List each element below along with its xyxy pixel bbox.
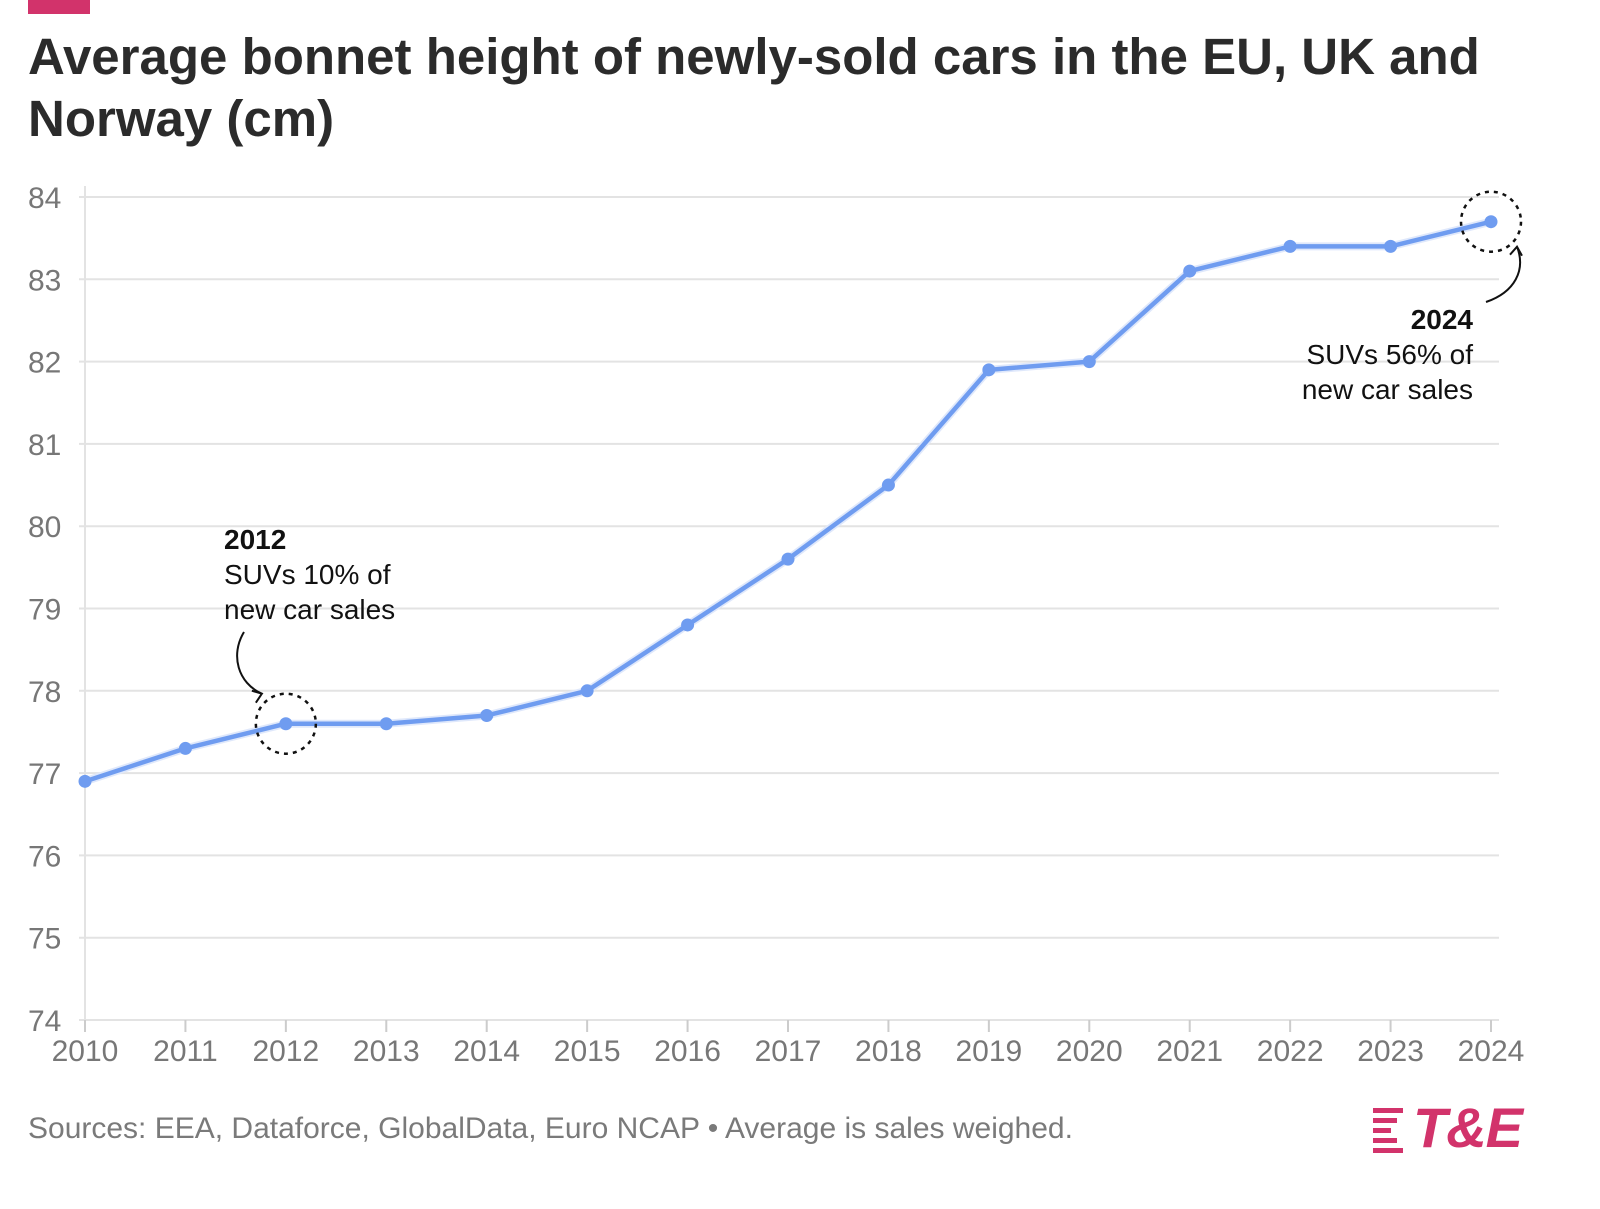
- x-tick-label: 2016: [654, 1035, 721, 1068]
- y-tick-label: 78: [28, 676, 61, 709]
- data-point-2010: [78, 774, 92, 788]
- y-tick-label: 81: [28, 429, 61, 462]
- data-point-2017: [781, 552, 795, 566]
- annotation-arrowhead-2012: [251, 689, 264, 704]
- y-tick-label: 79: [28, 594, 61, 627]
- annotation-line-2012: SUVs 10% of: [224, 559, 391, 590]
- highlight-circle-2024: [1459, 190, 1523, 253]
- data-point-2016: [681, 618, 695, 632]
- te-logo: T&E: [1373, 1098, 1553, 1158]
- x-tick-label: 2024: [1458, 1035, 1525, 1068]
- x-tick-label: 2012: [252, 1035, 319, 1068]
- x-tick-label: 2019: [955, 1035, 1022, 1068]
- y-tick-label: 84: [28, 182, 61, 215]
- y-tick-label: 77: [28, 758, 61, 791]
- y-tick-label: 75: [28, 923, 61, 956]
- y-tick-label: 83: [28, 264, 61, 297]
- series-line-halo: [83, 217, 1492, 786]
- accent-bar: [28, 0, 90, 14]
- data-point-2022: [1283, 239, 1297, 253]
- y-tick-label: 76: [28, 840, 61, 873]
- x-tick-label: 2020: [1056, 1035, 1123, 1068]
- data-point-2019: [982, 363, 996, 377]
- x-tick-label: 2011: [153, 1035, 218, 1068]
- series-line: [82, 219, 1494, 784]
- annotation-heading-2024: 2024: [1411, 304, 1474, 335]
- x-tick-label: 2015: [554, 1035, 621, 1068]
- annotation-arrowhead-2024: [1509, 244, 1523, 257]
- annotation-heading-2012: 2012: [224, 524, 286, 555]
- data-point-2014: [480, 708, 494, 722]
- y-tick-label: 80: [28, 511, 61, 544]
- annotation-arrow-2024: [1485, 246, 1522, 303]
- x-tick-label: 2010: [52, 1035, 119, 1068]
- highlight-circle-2012: [254, 692, 318, 755]
- x-tick-label: 2022: [1257, 1035, 1324, 1068]
- data-point-2018: [881, 478, 895, 492]
- source-note: Sources: EEA, Dataforce, GlobalData, Eur…: [28, 1112, 1073, 1145]
- annotation-arrow-2012: [236, 631, 263, 695]
- x-tick-label: 2023: [1357, 1035, 1424, 1068]
- data-point-2021: [1183, 264, 1197, 278]
- x-tick-label: 2018: [855, 1035, 922, 1068]
- data-point-2015: [580, 684, 594, 698]
- data-point-2013: [379, 717, 393, 731]
- annotation-line-2024: new car sales: [1302, 374, 1473, 405]
- chart-title: Average bonnet height of newly-sold cars…: [28, 28, 1480, 147]
- data-point-2024: [1484, 215, 1498, 229]
- logo-text: T&E: [1413, 1096, 1523, 1159]
- y-tick-label: 74: [28, 1005, 61, 1038]
- data-point-2023: [1384, 239, 1398, 253]
- data-point-2020: [1082, 355, 1096, 369]
- annotation-line-2012: new car sales: [224, 594, 395, 625]
- x-tick-label: 2014: [453, 1035, 520, 1068]
- annotation-line-2024: SUVs 56% of: [1306, 339, 1473, 370]
- data-point-2012: [279, 717, 293, 731]
- x-tick-label: 2021: [1156, 1035, 1223, 1068]
- x-tick-label: 2017: [755, 1035, 822, 1068]
- y-tick-label: 82: [28, 347, 61, 380]
- data-point-2011: [178, 741, 192, 755]
- x-tick-label: 2013: [353, 1035, 420, 1068]
